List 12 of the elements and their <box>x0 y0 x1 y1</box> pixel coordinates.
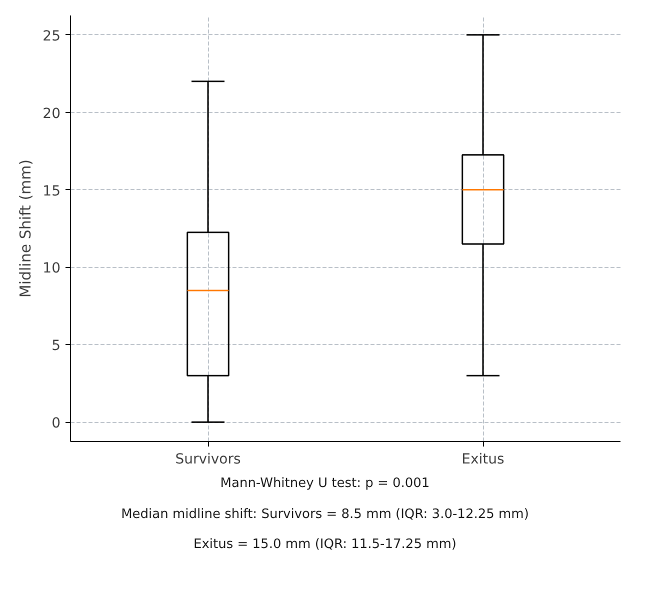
y-tick-label: 5 <box>52 338 61 354</box>
y-axis-title: Midline Shift (mm) <box>16 159 35 298</box>
text: Mann-Whitney U test: p = 0.001 <box>219 475 431 493</box>
y-tick-label: 20 <box>42 106 61 122</box>
text: Median midline shift: Survivors = 8.5 mm (IQR: 3.0-12.25 mm) <box>120 506 530 524</box>
y-tick-label: 15 <box>42 183 61 200</box>
x-tick-label: Exitus <box>462 452 504 468</box>
y-tick-label: 25 <box>42 28 61 44</box>
x-tick-label: Survivors <box>175 452 241 468</box>
y-tick-label: 0 <box>52 416 61 432</box>
y-tick-label: 10 <box>42 260 61 277</box>
text: Exitus = 15.0 mm (IQR: 11.5-17.25 mm) <box>192 536 458 554</box>
